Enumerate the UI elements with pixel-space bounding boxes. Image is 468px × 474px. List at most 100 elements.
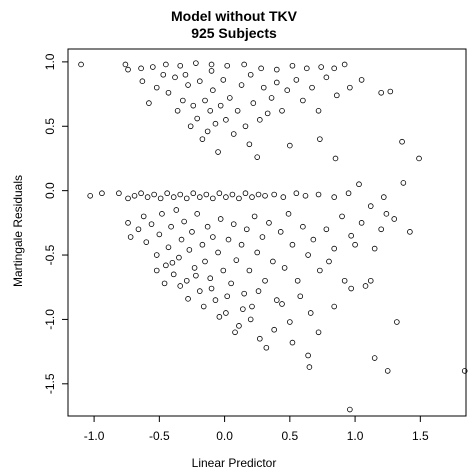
data-point [306, 364, 313, 370]
data-point [234, 108, 241, 114]
data-point [238, 82, 245, 88]
data-point [207, 108, 214, 114]
data-point [331, 245, 338, 252]
data-point [289, 241, 296, 248]
data-point [246, 267, 253, 274]
data-point [358, 220, 365, 226]
data-point [169, 259, 176, 266]
data-point [243, 226, 250, 233]
data-point [257, 335, 263, 342]
data-point [305, 352, 311, 359]
data-point [270, 258, 276, 265]
data-point [262, 193, 268, 199]
data-point [182, 71, 189, 78]
data-point [217, 216, 224, 222]
data-point [168, 223, 174, 230]
data-point [216, 190, 223, 197]
data-point [170, 271, 177, 278]
data-point [186, 247, 193, 253]
data-point [384, 368, 391, 374]
data-point [196, 78, 203, 84]
data-point [230, 131, 237, 137]
data-point [345, 190, 352, 197]
data-point [125, 220, 131, 226]
data-point [302, 193, 309, 199]
data-point [309, 84, 315, 91]
data-point [217, 102, 224, 109]
data-point [247, 71, 254, 78]
data-point [204, 223, 211, 230]
data-point [200, 303, 207, 310]
data-point [242, 123, 249, 130]
data-point [246, 141, 253, 148]
x-tick-label: 0.0 [216, 429, 233, 443]
data-point [294, 277, 301, 284]
data-point [131, 193, 138, 199]
data-point [273, 79, 280, 86]
chart-subtitle: 925 Subjects [191, 25, 277, 41]
x-axis-label: Linear Predictor [191, 456, 277, 470]
data-point [223, 310, 229, 316]
data-point [220, 267, 227, 274]
data-point [78, 61, 84, 68]
data-point [210, 195, 216, 202]
data-point [242, 190, 249, 197]
data-point [255, 191, 262, 198]
data-point [334, 92, 340, 99]
data-point [259, 234, 266, 240]
data-point [305, 252, 311, 258]
data-point [254, 249, 261, 256]
data-point [177, 283, 184, 289]
data-point [367, 203, 374, 209]
data-point [297, 293, 304, 300]
data-point [165, 89, 172, 96]
data-point [318, 64, 324, 70]
data-point [289, 339, 296, 346]
data-point [249, 303, 255, 310]
data-point [279, 301, 285, 307]
data-point [233, 257, 240, 263]
data-point [199, 241, 206, 248]
data-point [224, 62, 231, 69]
data-point [271, 191, 277, 198]
plot-frame [67, 48, 467, 417]
data-point [371, 355, 378, 361]
data-point [229, 191, 236, 198]
y-tick-label: -1.5 [43, 373, 57, 394]
data-point [341, 61, 348, 68]
data-point [172, 74, 178, 81]
data-point [196, 288, 203, 294]
data-point [307, 310, 314, 316]
data-point [181, 218, 187, 225]
data-point [185, 296, 191, 302]
data-point [339, 213, 345, 220]
data-point [180, 97, 186, 104]
data-point [287, 319, 293, 325]
data-point [228, 280, 234, 287]
data-point [189, 229, 195, 235]
data-point [317, 267, 323, 274]
data-point [215, 249, 221, 256]
data-point [202, 258, 208, 265]
data-point [183, 277, 190, 284]
data-point [250, 100, 257, 106]
data-point [227, 95, 233, 101]
data-point [380, 194, 387, 200]
data-point [279, 108, 285, 114]
data-point [352, 241, 358, 248]
data-point [138, 190, 144, 197]
data-point [230, 221, 237, 227]
data-point [163, 61, 169, 68]
data-point [257, 117, 263, 123]
data-point [223, 194, 229, 200]
data-point [315, 191, 322, 198]
data-point [326, 258, 332, 265]
data-point [193, 60, 199, 66]
data-point [193, 272, 199, 279]
data-point [176, 254, 182, 261]
data-point [194, 115, 200, 122]
y-axis-label: Martingale Residuals [11, 174, 25, 288]
data-point [177, 62, 184, 69]
data-point [150, 64, 156, 70]
